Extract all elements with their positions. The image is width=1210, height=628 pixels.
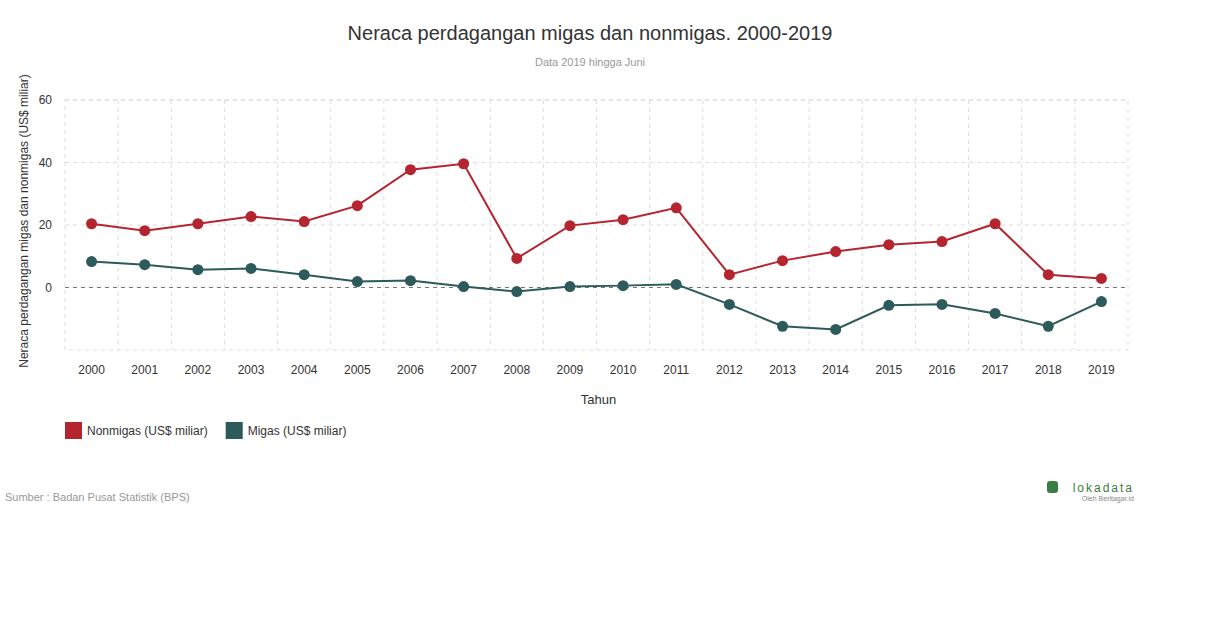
series-point: [1043, 269, 1054, 280]
x-tick-label: 2010: [610, 363, 637, 377]
series-point: [139, 259, 150, 270]
series-point: [883, 300, 894, 311]
plot-frame: [65, 100, 1128, 350]
x-grid-line: [118, 100, 119, 350]
y-grid-line: [65, 225, 1128, 226]
x-grid-line: [277, 100, 278, 350]
x-grid-line: [1021, 100, 1022, 350]
x-grid-line: [862, 100, 863, 350]
x-grid-line: [224, 100, 225, 350]
y-grid-line: [65, 287, 1128, 288]
legend-label: Nonmigas (US$ miliar): [87, 424, 208, 438]
series-point: [564, 281, 575, 292]
y-tick-label: 60: [39, 93, 53, 107]
series-point: [86, 218, 97, 229]
x-tick-label: 2015: [875, 363, 902, 377]
y-grid-line: [65, 100, 1128, 101]
x-tick-label: 2017: [982, 363, 1009, 377]
x-tick-label: 2007: [450, 363, 477, 377]
series-point: [936, 236, 947, 247]
series-point: [192, 264, 203, 275]
x-tick-label: 2016: [929, 363, 956, 377]
x-tick-label: 2019: [1088, 363, 1115, 377]
series-point: [405, 275, 416, 286]
series-point: [618, 214, 629, 225]
series-point: [458, 281, 469, 292]
series-point: [1096, 296, 1107, 307]
x-tick-label: 2011: [663, 363, 689, 377]
series-point: [192, 218, 203, 229]
x-tick-label: 2006: [397, 363, 424, 377]
chart: Neraca perdagangan migas dan nonmigas. 2…: [0, 0, 1210, 628]
x-grid-line: [383, 100, 384, 350]
x-tick-label: 2012: [716, 363, 743, 377]
series-point: [246, 263, 257, 274]
series-point: [1096, 273, 1107, 284]
legend-swatch: [226, 422, 243, 439]
series-line: [92, 164, 1102, 279]
series-point: [724, 269, 735, 280]
series-line: [92, 262, 1102, 330]
series-point: [724, 299, 735, 310]
series-point: [990, 308, 1001, 319]
x-grid-line: [702, 100, 703, 350]
series-point: [830, 324, 841, 335]
subtitle: Data 2019 hingga Juni: [535, 56, 645, 68]
x-grid-line: [543, 100, 544, 350]
y-grid-line: [65, 162, 1128, 163]
x-grid-line: [968, 100, 969, 350]
x-tick-label: 2005: [344, 363, 371, 377]
series-point: [511, 286, 522, 297]
series-point: [777, 321, 788, 332]
series-point: [299, 216, 310, 227]
source: Sumber : Badan Pusat Statistik (BPS): [5, 491, 190, 503]
credit: lokadata: [1073, 481, 1134, 495]
series-point: [511, 253, 522, 264]
series-point: [830, 246, 841, 257]
series-point: [246, 211, 257, 222]
x-tick-label: 2003: [238, 363, 265, 377]
series-point: [990, 218, 1001, 229]
y-tick-label: 40: [39, 156, 53, 170]
series-point: [1043, 321, 1054, 332]
credit-sub: Oleh Beritagar.id: [1082, 495, 1134, 503]
legend-label: Migas (US$ miliar): [248, 424, 347, 438]
series-point: [777, 255, 788, 266]
x-tick-label: 2004: [291, 363, 318, 377]
y-tick-label: 20: [39, 218, 53, 232]
legend-swatch: [65, 422, 82, 439]
x-axis-label: Tahun: [581, 392, 616, 407]
series-point: [352, 276, 363, 287]
logo-icon: [1047, 481, 1058, 493]
x-tick-label: 2014: [822, 363, 849, 377]
x-tick-label: 2001: [131, 363, 158, 377]
series-point: [405, 164, 416, 175]
series-point: [618, 280, 629, 291]
x-tick-label: 2008: [503, 363, 530, 377]
series-point: [936, 299, 947, 310]
x-tick-label: 2013: [769, 363, 796, 377]
plot-area: [86, 158, 1107, 335]
x-tick-label: 2002: [185, 363, 212, 377]
series-point: [458, 158, 469, 169]
y-tick-label: 0: [45, 281, 52, 295]
y-axis-label: Neraca perdagangan migas dan nonmigas (U…: [17, 74, 31, 367]
series-point: [564, 220, 575, 231]
x-tick-label: 2009: [557, 363, 584, 377]
x-tick-label: 2018: [1035, 363, 1062, 377]
x-tick-label: 2000: [78, 363, 105, 377]
series-point: [883, 239, 894, 250]
series-point: [352, 200, 363, 211]
title: Neraca perdagangan migas dan nonmigas. 2…: [348, 22, 833, 44]
series-point: [299, 269, 310, 280]
series-point: [139, 225, 150, 236]
series-point: [86, 256, 97, 267]
series-point: [671, 202, 682, 213]
series-point: [671, 279, 682, 290]
